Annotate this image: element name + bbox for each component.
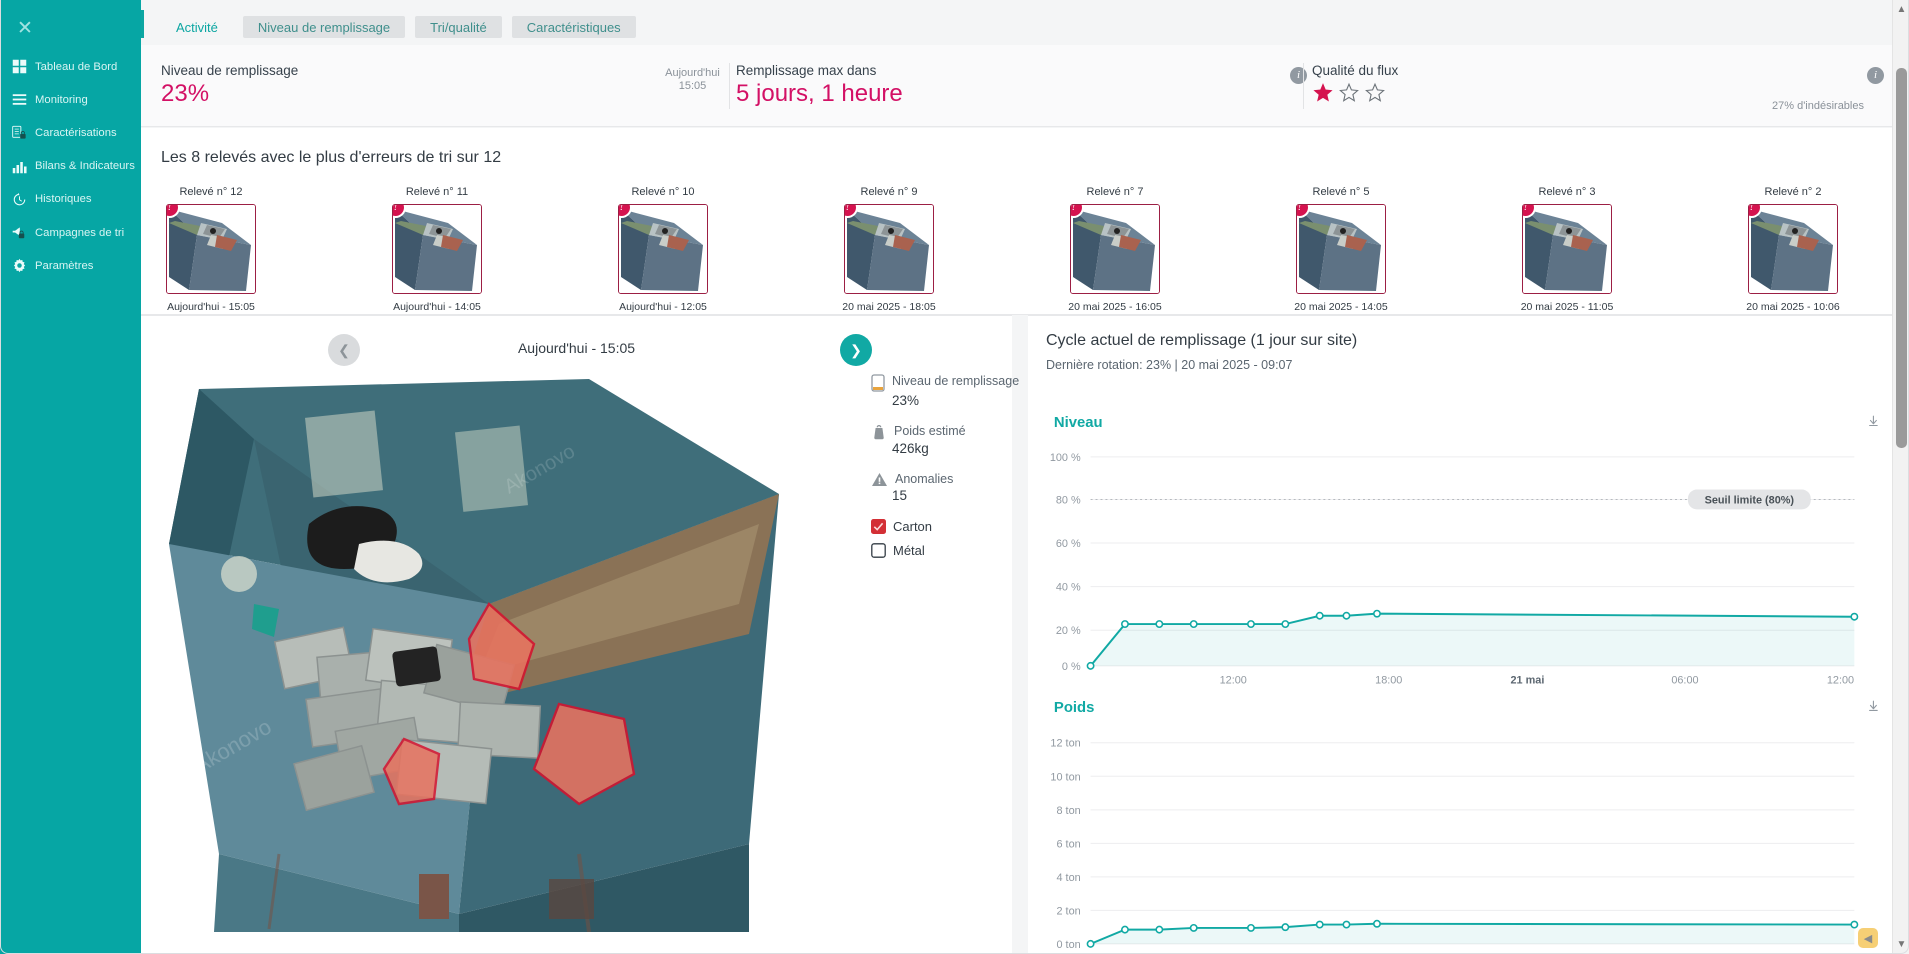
svg-text:12 ton: 12 ton	[1050, 738, 1080, 750]
svg-text:60 %: 60 %	[1056, 538, 1081, 550]
svg-text:80 %: 80 %	[1056, 494, 1081, 506]
svg-text:12:00: 12:00	[1220, 675, 1247, 687]
svg-text:12:00: 12:00	[1827, 675, 1854, 687]
svg-text:0 %: 0 %	[1062, 661, 1081, 673]
svg-text:0 ton: 0 ton	[1056, 939, 1080, 951]
svg-text:10 ton: 10 ton	[1050, 771, 1080, 783]
svg-text:20 %: 20 %	[1056, 625, 1081, 637]
svg-text:21 mai: 21 mai	[1511, 675, 1545, 687]
svg-text:8 ton: 8 ton	[1056, 805, 1080, 817]
svg-text:2 ton: 2 ton	[1056, 905, 1080, 917]
svg-text:18:00: 18:00	[1375, 675, 1402, 687]
svg-text:Niveau: Niveau	[1054, 415, 1103, 431]
svg-text:06:00: 06:00	[1671, 675, 1698, 687]
svg-text:Seuil limite (80%): Seuil limite (80%)	[1705, 494, 1795, 506]
svg-text:Poids: Poids	[1054, 700, 1094, 716]
svg-text:40 %: 40 %	[1056, 582, 1081, 594]
svg-text:6 ton: 6 ton	[1056, 838, 1080, 850]
svg-text:100 %: 100 %	[1050, 452, 1081, 464]
svg-text:4 ton: 4 ton	[1056, 872, 1080, 884]
